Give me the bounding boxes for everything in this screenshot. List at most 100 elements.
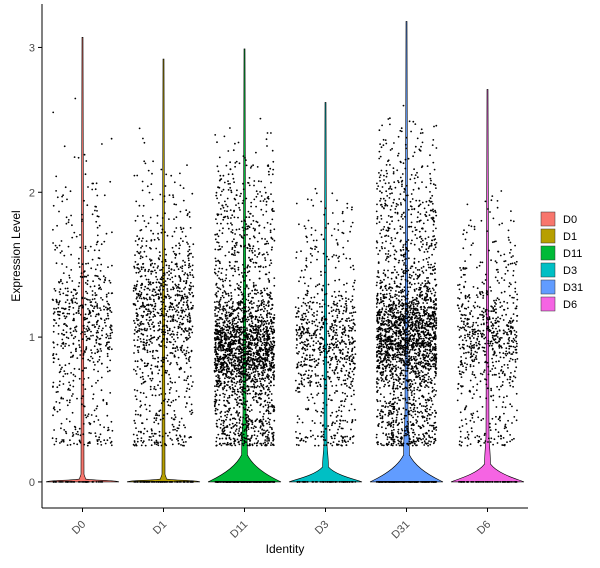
jitter-point — [266, 373, 269, 376]
jitter-point — [85, 160, 88, 162]
jitter-point — [96, 330, 99, 332]
jitter-point — [266, 319, 269, 322]
jitter-point — [231, 248, 234, 251]
jitter-point — [231, 386, 234, 389]
jitter-point — [160, 393, 163, 395]
jitter-point — [71, 280, 74, 282]
jitter-point — [230, 361, 233, 364]
jitter-point — [143, 220, 146, 222]
jitter-point — [261, 423, 264, 426]
jitter-point — [144, 403, 147, 406]
jitter-point — [264, 393, 267, 395]
jitter-point — [256, 334, 258, 337]
jitter-point — [250, 320, 253, 323]
jitter-point — [264, 439, 267, 441]
jitter-point — [145, 245, 148, 247]
jitter-point — [139, 338, 142, 340]
jitter-point — [216, 426, 219, 428]
jitter-point — [306, 331, 309, 334]
jitter-point — [238, 422, 241, 424]
jitter-point — [227, 335, 229, 338]
jitter-point — [229, 127, 231, 129]
jitter-point — [160, 168, 163, 171]
jitter-point — [270, 349, 272, 352]
jitter-point — [235, 322, 238, 325]
jitter-point — [189, 281, 192, 284]
jitter-point — [239, 234, 241, 236]
jitter-point — [221, 368, 224, 371]
jitter-point — [170, 268, 173, 271]
jitter-point — [267, 170, 270, 173]
jitter-point — [225, 418, 227, 421]
jitter-point — [180, 444, 182, 446]
jitter-point — [234, 233, 237, 235]
jitter-point — [70, 356, 72, 359]
jitter-point — [53, 406, 56, 408]
jitter-point — [224, 433, 227, 435]
jitter-point — [160, 365, 163, 368]
jitter-point — [181, 294, 184, 297]
jitter-point — [267, 253, 269, 256]
jitter-point — [218, 481, 221, 483]
jitter-point — [324, 318, 327, 320]
jitter-point — [183, 273, 186, 276]
jitter-point — [192, 381, 194, 383]
jitter-point — [58, 291, 61, 293]
jitter-point — [260, 344, 263, 347]
jitter-point — [223, 216, 226, 219]
jitter-point — [237, 266, 240, 269]
jitter-point — [297, 310, 299, 312]
jitter-point — [158, 369, 161, 371]
jitter-point — [264, 257, 266, 259]
jitter-point — [335, 420, 338, 422]
jitter-point — [249, 440, 251, 442]
jitter-point — [58, 314, 60, 316]
jitter-point — [218, 322, 221, 325]
jitter-point — [330, 380, 332, 383]
jitter-point — [262, 352, 265, 355]
jitter-point — [175, 216, 178, 219]
jitter-point — [111, 231, 113, 234]
jitter-point — [168, 264, 171, 267]
jitter-point — [251, 296, 254, 299]
jitter-point — [144, 305, 147, 308]
jitter-point — [175, 284, 178, 287]
jitter-point — [225, 268, 228, 271]
jitter-point — [57, 333, 60, 335]
jitter-point — [152, 294, 155, 297]
jitter-point — [242, 311, 245, 314]
jitter-point — [86, 292, 89, 295]
jitter-point — [186, 296, 189, 299]
jitter-point — [144, 270, 146, 272]
jitter-point — [181, 290, 183, 293]
jitter-point — [222, 365, 225, 367]
jitter-point — [234, 270, 237, 273]
jitter-point — [231, 229, 234, 231]
jitter-point — [171, 336, 174, 338]
jitter-point — [72, 294, 75, 297]
jitter-point — [223, 404, 226, 407]
jitter-point — [249, 392, 251, 395]
jitter-point — [157, 257, 160, 260]
jitter-point — [222, 280, 225, 283]
jitter-point — [150, 247, 152, 250]
jitter-point — [163, 298, 166, 301]
jitter-point — [159, 293, 162, 296]
jitter-point — [262, 415, 264, 418]
jitter-point — [147, 169, 150, 172]
jitter-point — [110, 137, 113, 140]
jitter-point — [229, 182, 231, 185]
jitter-point — [94, 432, 97, 434]
jitter-point — [344, 382, 347, 385]
jitter-point — [155, 286, 158, 289]
jitter-point — [154, 262, 156, 265]
jitter-point — [145, 318, 148, 321]
jitter-point — [179, 184, 182, 187]
jitter-point — [139, 323, 142, 326]
jitter-point — [265, 273, 268, 276]
jitter-point — [166, 288, 169, 290]
jitter-point — [149, 340, 152, 343]
jitter-point — [137, 481, 139, 483]
jitter-point — [147, 310, 150, 312]
jitter-point — [243, 380, 245, 383]
